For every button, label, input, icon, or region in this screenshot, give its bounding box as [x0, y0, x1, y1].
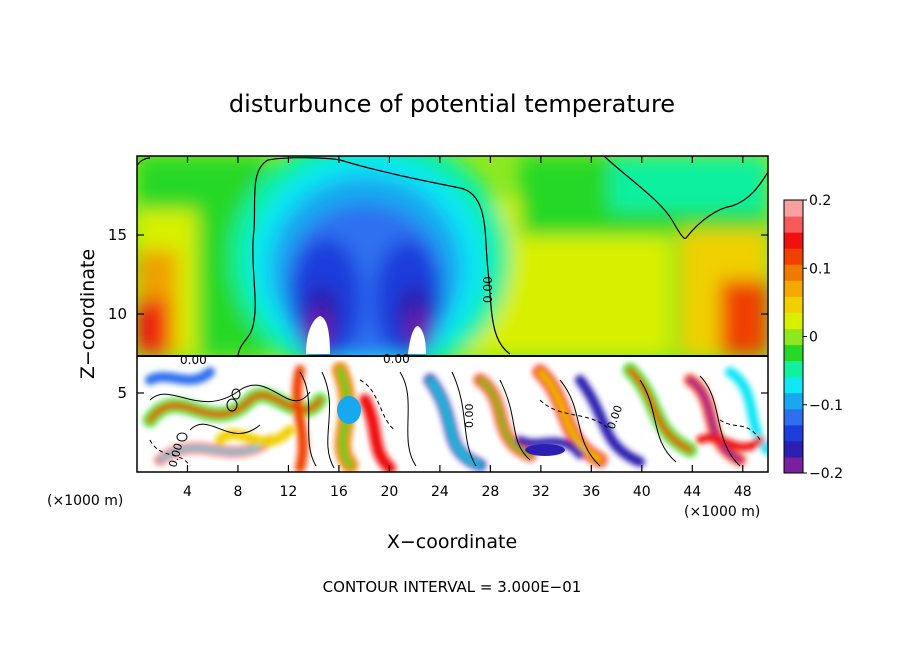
contour-label: 0.00 — [463, 404, 476, 429]
x-axis-label: X−coordinate — [387, 531, 517, 553]
colorbar-level — [784, 280, 803, 297]
colorbar-level — [784, 216, 803, 233]
contour-label: 0.00 — [481, 276, 495, 303]
y-axis-label: Z−coordinate — [77, 249, 99, 379]
x-tick-label: 48 — [734, 484, 752, 500]
upper-field — [137, 156, 768, 383]
x-axis-ticks: 4 8 12 16 20 24 28 32 36 40 44 48 — [183, 156, 752, 500]
x-unit-left: (×1000 m) — [47, 493, 123, 509]
colorbar-level — [784, 296, 803, 313]
colorbar-levels — [784, 200, 803, 474]
minimum-region — [408, 326, 426, 354]
colorbar-level — [784, 440, 803, 458]
contour-interval-note: CONTOUR INTERVAL = 3.000E−01 — [323, 578, 582, 596]
colorbar-level — [784, 200, 803, 217]
y-tick-label: 15 — [108, 226, 127, 244]
y-axis-ticks: 5 10 15 — [108, 226, 768, 402]
contour-label: 0.00 — [383, 352, 410, 366]
x-tick-label: 20 — [380, 484, 398, 500]
colorbar-level — [784, 328, 803, 346]
lower-layer-blob — [525, 444, 565, 456]
x-tick-label: 24 — [431, 484, 449, 500]
colorbar-tick-label: −0.1 — [809, 398, 843, 414]
zero-contour — [137, 157, 151, 167]
y-tick-label: 5 — [117, 384, 127, 402]
x-tick-label: 32 — [532, 484, 550, 500]
x-tick-label: 12 — [280, 484, 298, 500]
y-tick-label: 10 — [108, 305, 127, 323]
colorbar-level — [784, 408, 803, 426]
colorbar-level — [784, 312, 803, 329]
colorbar-level — [784, 424, 803, 442]
colorbar-level — [784, 232, 803, 249]
colorbar-level — [784, 344, 803, 362]
chart-title: disturbunce of potential temperature — [229, 90, 675, 118]
lower-layer-blob — [337, 396, 361, 424]
colorbar-level — [784, 264, 803, 281]
minimum-region — [306, 316, 330, 354]
x-unit-right: (×1000 m) — [684, 504, 760, 520]
colorbar-level — [784, 456, 803, 474]
x-tick-label: 44 — [683, 484, 701, 500]
x-tick-label: 28 — [481, 484, 499, 500]
x-tick-label: 8 — [233, 484, 242, 500]
colorbar: 0.2 0.1 0 −0.1 −0.2 — [783, 193, 843, 482]
x-tick-label: 16 — [330, 484, 348, 500]
colorbar-level — [784, 360, 803, 378]
plot-area: 0.00 0.00 0.00 0.00 0.00 0.00 — [137, 156, 768, 472]
colorbar-level — [784, 392, 803, 410]
contour-lines — [137, 156, 768, 469]
lower-layer-filaments — [143, 362, 768, 472]
colorbar-level — [784, 376, 803, 394]
colorbar-tick-label: 0.1 — [809, 261, 831, 277]
colorbar-tick-label: 0.2 — [809, 193, 831, 209]
x-tick-label: 4 — [183, 484, 192, 500]
colorbar-level — [784, 248, 803, 265]
contour-label: 0.00 — [166, 442, 185, 469]
x-tick-label: 36 — [582, 484, 600, 500]
colorbar-ticks: 0.2 0.1 0 −0.1 −0.2 — [803, 193, 843, 482]
colorbar-tick-label: 0 — [809, 330, 818, 346]
colorbar-tick-label: −0.2 — [809, 466, 843, 482]
contour-label: 0.00 — [180, 353, 207, 367]
x-tick-label: 40 — [633, 484, 651, 500]
zero-contour — [603, 156, 768, 239]
zero-contour — [237, 157, 511, 357]
